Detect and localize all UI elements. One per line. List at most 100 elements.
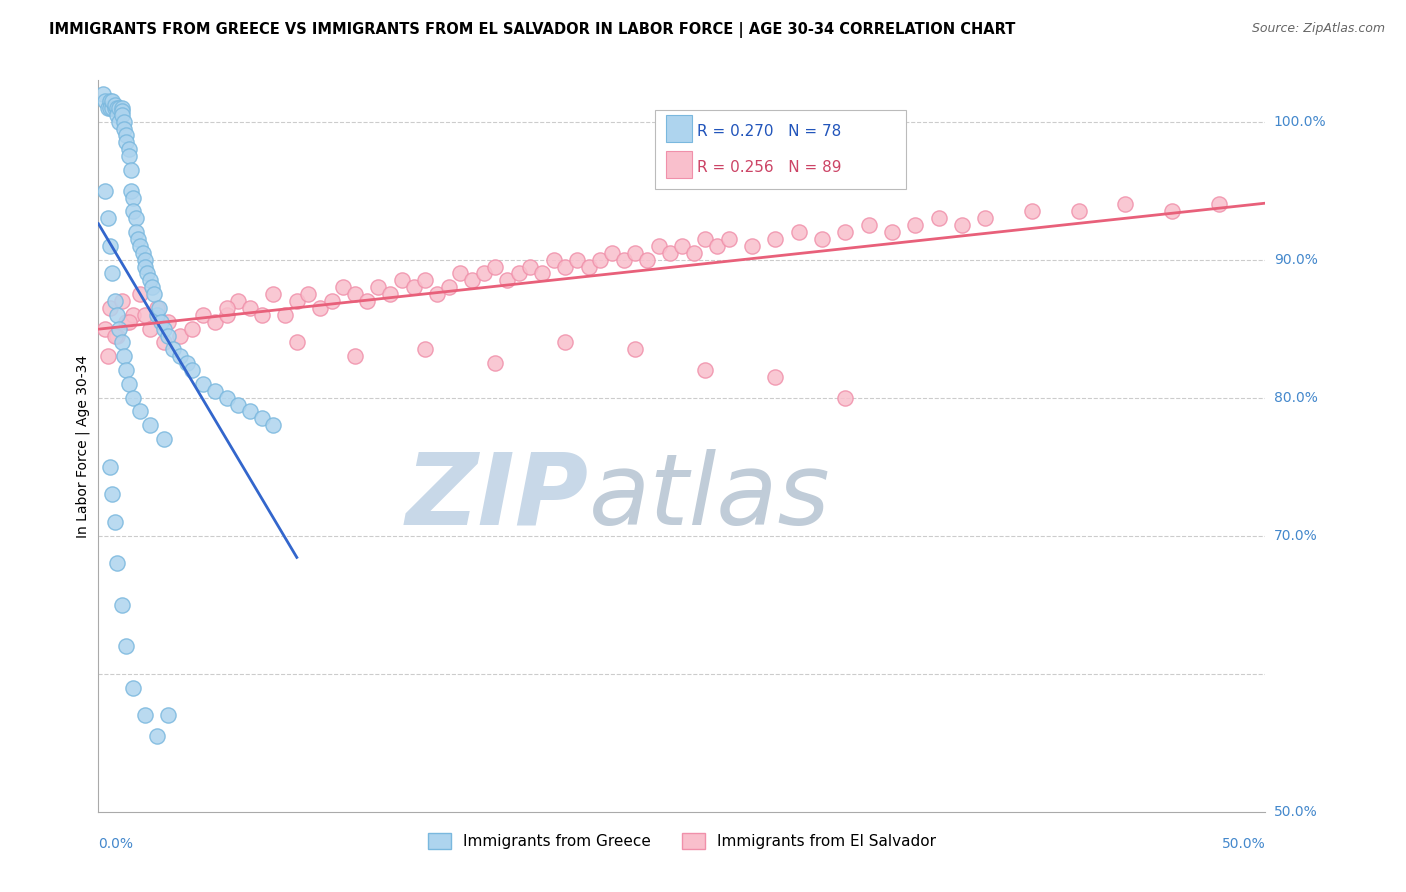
- Point: [139, 273, 162, 287]
- Point: [122, 681, 145, 695]
- Text: ZIP: ZIP: [405, 449, 589, 546]
- Point: [157, 315, 180, 329]
- Point: [834, 225, 856, 239]
- Point: [974, 211, 997, 226]
- Point: [98, 94, 121, 108]
- Point: [274, 308, 297, 322]
- Point: [162, 343, 184, 357]
- Point: [215, 301, 238, 315]
- Point: [612, 252, 634, 267]
- Point: [636, 252, 658, 267]
- Point: [262, 418, 284, 433]
- Point: [367, 280, 389, 294]
- Point: [834, 391, 856, 405]
- Point: [152, 335, 174, 350]
- Point: [297, 287, 319, 301]
- Point: [811, 232, 834, 246]
- Point: [402, 280, 425, 294]
- Text: 0.0%: 0.0%: [98, 837, 134, 851]
- Point: [413, 273, 436, 287]
- Point: [741, 239, 763, 253]
- Point: [98, 101, 121, 115]
- Point: [356, 294, 378, 309]
- Point: [228, 398, 250, 412]
- Point: [122, 308, 145, 322]
- Point: [98, 301, 121, 315]
- Point: [624, 343, 647, 357]
- Point: [600, 245, 623, 260]
- Point: [763, 232, 786, 246]
- Point: [449, 267, 471, 281]
- Point: [391, 273, 413, 287]
- Text: 90.0%: 90.0%: [1274, 252, 1317, 267]
- Point: [543, 252, 565, 267]
- Point: [1161, 204, 1184, 219]
- Point: [695, 232, 717, 246]
- Point: [105, 557, 128, 571]
- Point: [118, 149, 141, 163]
- Point: [554, 335, 576, 350]
- Point: [1021, 204, 1043, 219]
- Point: [139, 321, 162, 335]
- Point: [136, 267, 159, 281]
- Point: [115, 136, 138, 150]
- Point: [115, 363, 138, 377]
- Point: [111, 335, 134, 350]
- Point: [180, 363, 202, 377]
- Point: [519, 260, 541, 274]
- Point: [169, 328, 191, 343]
- Point: [112, 121, 135, 136]
- Point: [624, 245, 647, 260]
- Point: [105, 101, 128, 115]
- Text: 70.0%: 70.0%: [1274, 529, 1317, 542]
- Point: [496, 273, 519, 287]
- Point: [139, 418, 162, 433]
- Point: [180, 321, 202, 335]
- Point: [578, 260, 600, 274]
- Point: [554, 260, 576, 274]
- Point: [105, 108, 128, 122]
- Point: [285, 335, 308, 350]
- Point: [880, 225, 903, 239]
- Point: [508, 267, 530, 281]
- Point: [659, 245, 682, 260]
- Point: [1208, 197, 1230, 211]
- Point: [104, 515, 127, 529]
- Legend: Immigrants from Greece, Immigrants from El Salvador: Immigrants from Greece, Immigrants from …: [422, 827, 942, 855]
- Point: [309, 301, 332, 315]
- Point: [104, 101, 127, 115]
- Point: [111, 108, 134, 122]
- Point: [104, 98, 127, 112]
- Point: [148, 301, 170, 315]
- Point: [129, 404, 152, 418]
- Point: [101, 101, 124, 115]
- Point: [94, 321, 117, 335]
- Text: 80.0%: 80.0%: [1274, 391, 1317, 405]
- Point: [120, 184, 142, 198]
- Point: [413, 343, 436, 357]
- Point: [706, 239, 728, 253]
- Point: [157, 328, 180, 343]
- Point: [134, 708, 156, 723]
- Point: [111, 294, 134, 309]
- Point: [858, 218, 880, 232]
- Point: [111, 598, 134, 612]
- Text: 100.0%: 100.0%: [1274, 115, 1326, 128]
- Point: [239, 404, 262, 418]
- Point: [94, 184, 117, 198]
- Point: [695, 363, 717, 377]
- Point: [671, 239, 693, 253]
- Point: [115, 639, 138, 653]
- Point: [146, 308, 169, 322]
- Point: [146, 301, 169, 315]
- Point: [204, 384, 226, 398]
- Point: [484, 260, 506, 274]
- Point: [589, 252, 612, 267]
- Point: [250, 411, 273, 425]
- Point: [125, 225, 148, 239]
- Point: [118, 315, 141, 329]
- Point: [97, 211, 120, 226]
- Point: [134, 260, 156, 274]
- Point: [108, 321, 131, 335]
- Point: [134, 252, 156, 267]
